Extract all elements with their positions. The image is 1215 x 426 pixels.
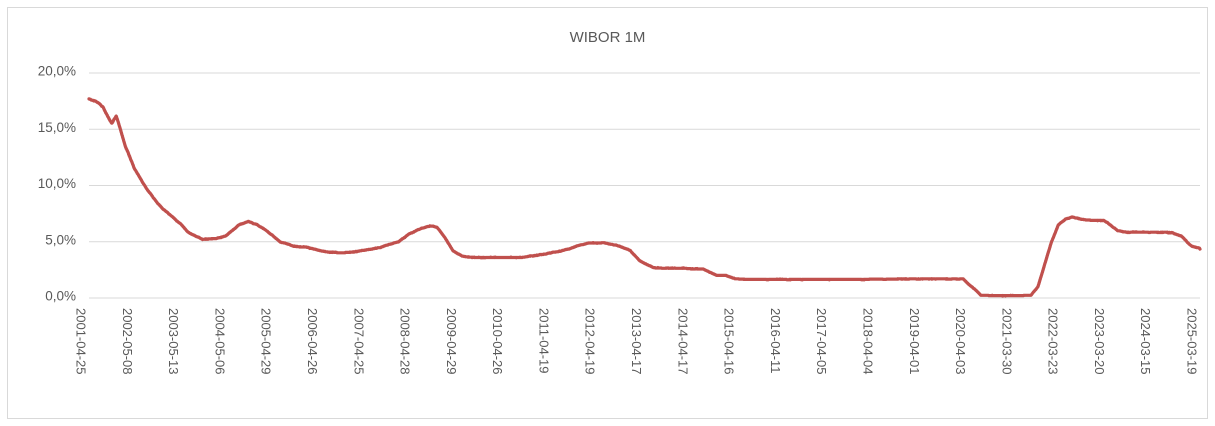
- svg-text:2024-03-15: 2024-03-15: [1138, 308, 1153, 375]
- svg-text:2012-04-19: 2012-04-19: [583, 308, 598, 375]
- svg-text:2002-05-08: 2002-05-08: [120, 308, 135, 375]
- svg-text:15,0%: 15,0%: [38, 120, 76, 135]
- svg-text:2025-03-19: 2025-03-19: [1185, 308, 1200, 375]
- svg-text:2008-04-28: 2008-04-28: [398, 308, 413, 375]
- svg-text:2005-04-29: 2005-04-29: [259, 308, 274, 375]
- svg-text:2020-04-03: 2020-04-03: [953, 308, 968, 375]
- svg-text:2022-03-23: 2022-03-23: [1046, 308, 1061, 375]
- svg-text:2016-04-11: 2016-04-11: [768, 308, 783, 374]
- svg-text:2015-04-16: 2015-04-16: [722, 308, 737, 375]
- svg-text:2004-05-06: 2004-05-06: [212, 308, 227, 375]
- svg-text:2009-04-29: 2009-04-29: [444, 308, 459, 375]
- svg-text:2010-04-26: 2010-04-26: [490, 308, 505, 375]
- svg-text:2007-04-25: 2007-04-25: [351, 308, 366, 375]
- svg-text:2023-03-20: 2023-03-20: [1092, 308, 1107, 375]
- svg-text:2006-04-26: 2006-04-26: [305, 308, 320, 375]
- svg-text:2021-03-30: 2021-03-30: [999, 308, 1014, 375]
- svg-text:2014-04-17: 2014-04-17: [675, 308, 690, 375]
- svg-text:2003-05-13: 2003-05-13: [166, 308, 181, 375]
- svg-text:2013-04-17: 2013-04-17: [629, 308, 644, 375]
- svg-text:20,0%: 20,0%: [38, 64, 76, 79]
- svg-text:2019-04-01: 2019-04-01: [907, 308, 922, 375]
- svg-text:0,0%: 0,0%: [45, 289, 76, 304]
- svg-text:2017-04-05: 2017-04-05: [814, 308, 829, 375]
- svg-text:2011-04-19: 2011-04-19: [536, 308, 551, 374]
- svg-text:5,0%: 5,0%: [45, 232, 76, 247]
- svg-text:10,0%: 10,0%: [38, 176, 76, 191]
- svg-text:2018-04-04: 2018-04-04: [860, 308, 875, 375]
- svg-text:2001-04-25: 2001-04-25: [74, 308, 89, 375]
